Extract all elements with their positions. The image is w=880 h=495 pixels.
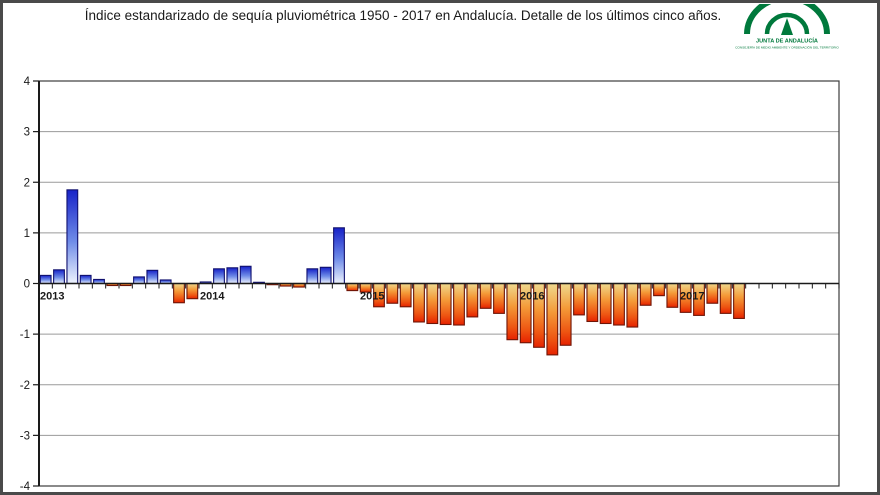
bar xyxy=(413,282,425,323)
bar xyxy=(599,282,612,325)
bar xyxy=(146,269,159,285)
logo-arch-icon: JUNTA DE ANDALUCÍA CONSEJERÍA DE MEDIO A… xyxy=(735,3,839,50)
bar xyxy=(493,282,505,314)
bar xyxy=(226,267,239,285)
y-tick-label: 3 xyxy=(24,127,30,139)
bar xyxy=(613,282,625,326)
bar xyxy=(386,282,399,304)
bar xyxy=(53,269,65,285)
bar xyxy=(666,282,679,308)
bar xyxy=(133,276,145,285)
year-label: 2015 xyxy=(360,291,384,303)
bar-chart: 4 3 2 1 0 -1 -2 -3 -4 2013 2014 2015 2016 2017 xyxy=(20,76,840,493)
y-tick-label: 0 xyxy=(24,279,30,291)
bar xyxy=(506,282,519,341)
svg-text:JUNTA DE ANDALUCÍA: JUNTA DE ANDALUCÍA xyxy=(756,37,818,45)
bar xyxy=(333,227,345,285)
bar xyxy=(306,268,319,285)
bar xyxy=(626,282,639,328)
y-tick-label: -3 xyxy=(20,430,30,442)
bar xyxy=(733,282,745,319)
bar xyxy=(719,282,732,314)
bar xyxy=(479,282,492,309)
bar xyxy=(653,282,665,297)
bar xyxy=(453,282,465,326)
bar xyxy=(573,282,585,316)
bar xyxy=(706,282,719,304)
y-tick-label: -1 xyxy=(20,329,30,341)
bar xyxy=(399,282,412,308)
bar xyxy=(213,268,225,285)
bar xyxy=(546,282,559,356)
bar xyxy=(66,189,79,285)
bar xyxy=(559,282,572,346)
bar xyxy=(346,282,359,292)
bar xyxy=(319,266,332,285)
y-tick-label: 2 xyxy=(24,177,30,189)
year-label: 2014 xyxy=(200,291,225,303)
bar xyxy=(639,282,652,306)
year-label: 2013 xyxy=(40,291,64,303)
y-tick-label: -2 xyxy=(20,380,30,392)
year-label: 2017 xyxy=(680,291,704,303)
bar xyxy=(439,282,452,326)
bar xyxy=(79,274,92,285)
bar xyxy=(239,265,252,285)
bar xyxy=(466,282,479,318)
chart-title: Índice estandarizado de sequía pluviomét… xyxy=(84,8,722,23)
junta-andalucia-logo: JUNTA DE ANDALUCÍA CONSEJERÍA DE MEDIO A… xyxy=(735,3,839,54)
y-tick-label: 4 xyxy=(24,76,31,88)
y-tick-label: 1 xyxy=(24,228,30,240)
svg-text:CONSEJERÍA DE MEDIO AMBIENTE Y: CONSEJERÍA DE MEDIO AMBIENTE Y ORDENACIÓ… xyxy=(735,45,839,50)
y-tick-label: -4 xyxy=(20,481,31,493)
bar xyxy=(173,282,185,304)
bar xyxy=(39,274,52,285)
bar xyxy=(426,282,439,325)
bar xyxy=(586,282,599,323)
year-label: 2016 xyxy=(520,291,544,303)
bar xyxy=(186,282,199,300)
